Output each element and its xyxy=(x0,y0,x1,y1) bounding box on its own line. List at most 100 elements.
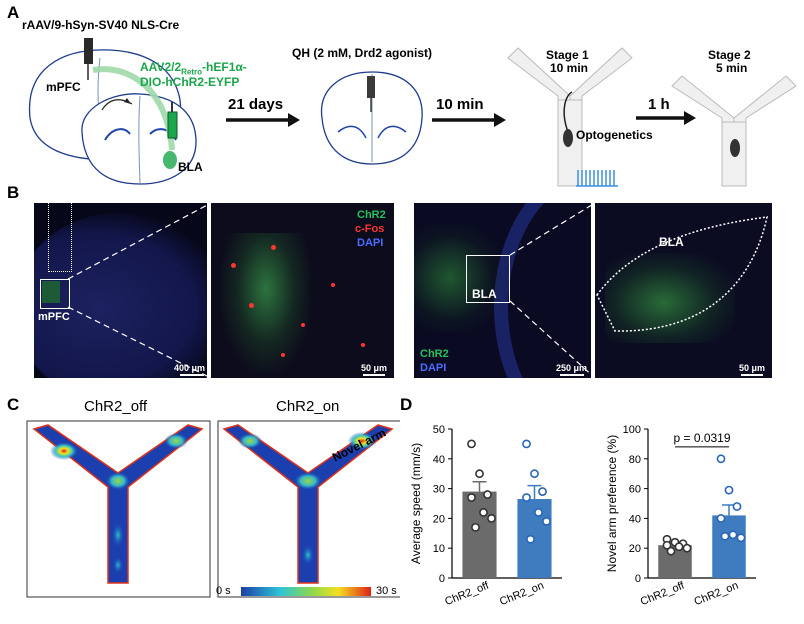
chart1-ytick-label: 100 xyxy=(623,424,641,436)
legend-chr2: ChR2 xyxy=(357,209,386,221)
chart0-point-ChR2_on xyxy=(526,534,535,544)
colorbar xyxy=(241,587,371,596)
stage1-title: Stage 1 xyxy=(546,48,589,62)
panel-c-heatmaps xyxy=(26,420,400,598)
bla-midline xyxy=(138,95,141,184)
mpfc-zoom-image: ChR2 c-Fos DAPI 50 μm xyxy=(211,203,394,378)
chart1-point-ChR2_on xyxy=(720,531,730,541)
chart1-ytick-label: 60 xyxy=(629,484,641,496)
scale-bar-2 xyxy=(363,374,385,376)
panel-d-label: D xyxy=(400,395,413,414)
bla-box-label: BLA xyxy=(472,287,497,301)
legend-dapi-b: DAPI xyxy=(420,362,447,374)
heatmap-on xyxy=(217,420,400,598)
chart1-xtick-label-ChR2_on: ChR2_on xyxy=(693,580,741,609)
legend-dapi: DAPI xyxy=(357,237,384,249)
virus2-label: AAV2/2Retro-hEF1α- xyxy=(140,60,247,77)
chart1-bar-ChR2_on xyxy=(712,515,746,578)
projection-arrowhead xyxy=(124,98,131,104)
chart1-point-ChR2_on xyxy=(728,530,738,540)
bla-injection-site xyxy=(163,151,177,169)
bla-label-a: BLA xyxy=(178,160,203,174)
scale-bar-3 xyxy=(560,374,584,376)
chart0-point-ChR2_off xyxy=(467,439,476,449)
bla-boundary xyxy=(596,216,768,332)
mouse-stage2-icon xyxy=(730,139,740,157)
bla-roi-box xyxy=(466,255,510,303)
chart1-point-ChR2_on xyxy=(716,514,726,523)
optic-fiber xyxy=(563,91,573,133)
drug-label: QH (2 mM, Drd2 agonist) xyxy=(292,46,433,60)
stage2-title: Stage 2 xyxy=(708,48,751,62)
chart0-point-ChR2_on xyxy=(530,469,539,479)
chart0-ytick-label: 40 xyxy=(433,454,445,466)
mpfc-overview-image: mPFC 400 μm xyxy=(34,203,207,378)
chart0-point-ChR2_off xyxy=(479,508,488,517)
chart1-point-ChR2_on xyxy=(732,502,742,511)
stage2-time: 5 min xyxy=(716,61,748,75)
chart0-ylabel: Average speed (mm/s) xyxy=(409,443,423,564)
chart0-bar-ChR2_off xyxy=(462,491,497,578)
heatmap-title-on: ChR2_on xyxy=(276,398,340,415)
chart1-point-ChR2_on xyxy=(716,454,726,464)
chart0-ytick-label: 10 xyxy=(433,543,445,555)
chart0-point-ChR2_off xyxy=(475,469,484,479)
chart1-ytick-label: 80 xyxy=(629,454,641,466)
chart0-point-ChR2_on xyxy=(542,516,551,526)
mpfc-roi-box xyxy=(40,279,70,309)
chart1-point-ChR2_off xyxy=(674,542,684,552)
scale-bar-1 xyxy=(180,374,204,376)
optogenetics-label: Optogenetics xyxy=(576,128,653,142)
chart0-xtick-label-ChR2_on: ChR2_on xyxy=(498,580,546,609)
zoom-connectors xyxy=(0,0,804,390)
mpfc-syringe-icon xyxy=(84,38,93,64)
panel-a-schematic xyxy=(28,38,797,187)
stage1-time: 10 min xyxy=(550,61,589,75)
qh-cannula-icon xyxy=(367,76,375,98)
chart0-xtick-label-ChR2_off: ChR2_off xyxy=(443,579,491,608)
chart1-point-ChR2_off xyxy=(662,540,672,550)
arrow-21-days-head xyxy=(288,113,300,127)
legend-cfos: c-Fos xyxy=(355,223,385,235)
chart0-point-ChR2_off xyxy=(471,522,480,532)
chart1-point-ChR2_on xyxy=(736,533,746,543)
chart1-xtick-label-ChR2_off: ChR2_off xyxy=(639,579,687,608)
mpfc-label-b: mPFC xyxy=(38,311,70,323)
fiber-track-outline xyxy=(48,203,72,272)
heatmap-title-off: ChR2_off xyxy=(84,398,148,415)
chart0-point-ChR2_on xyxy=(534,508,543,517)
chart1-ytick-label: 40 xyxy=(629,513,641,525)
chart0-point-ChR2_on xyxy=(522,439,531,449)
bla-zoom-label: BLA xyxy=(659,235,684,249)
chart1-point-ChR2_off xyxy=(682,543,692,553)
bla-overview-image: BLA ChR2 DAPI 250 μm xyxy=(414,203,591,378)
laser-pulse-icon xyxy=(576,170,618,187)
scale-50um-1: 50 μm xyxy=(361,363,388,373)
chart0-point-ChR2_off xyxy=(483,490,492,499)
arrow-1-h-head xyxy=(684,111,696,125)
chart0-ytick-label: 0 xyxy=(439,573,445,585)
arrow-10-min-head xyxy=(494,113,506,127)
scale-50um-2: 50 μm xyxy=(739,363,766,373)
chart0-point-ChR2_on xyxy=(522,493,531,502)
virus2-label-line2: DIO-hChR2-EYFP xyxy=(140,75,240,89)
step3-label: 1 h xyxy=(648,96,670,113)
chart0-point-ChR2_off xyxy=(467,493,476,502)
heatmap-off xyxy=(26,420,211,598)
step1-label: 21 days xyxy=(228,96,284,113)
scale-250um: 250 μm xyxy=(556,363,588,373)
colorbar-min: 0 s xyxy=(216,585,231,597)
panel-c-label: C xyxy=(7,395,20,414)
chart0-point-ChR2_off xyxy=(487,514,496,523)
y-maze-stage2 xyxy=(671,75,797,187)
qh-section-detail xyxy=(337,125,407,139)
chart0-point-ChR2_on xyxy=(538,487,547,496)
chart0-ytick-label: 50 xyxy=(433,424,445,436)
virus1-label: rAAV/9-hSyn-SV40 NLS-Cre xyxy=(22,18,180,32)
chart1-ylabel: Novel arm preference (%) xyxy=(605,435,619,572)
colorbar-max: 30 s xyxy=(376,585,397,597)
panel-a-label: A xyxy=(7,3,20,22)
mouse-stage1-icon xyxy=(563,129,573,147)
